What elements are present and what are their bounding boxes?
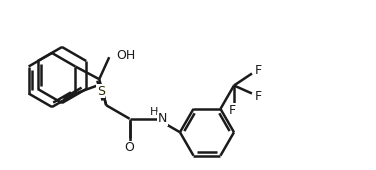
Text: F: F [255,90,262,103]
Text: F: F [228,104,235,117]
Text: N: N [158,112,167,125]
Text: F: F [255,64,262,77]
Text: OH: OH [116,49,135,62]
Text: H: H [149,107,158,117]
Text: S: S [97,85,105,98]
Text: O: O [125,141,135,154]
